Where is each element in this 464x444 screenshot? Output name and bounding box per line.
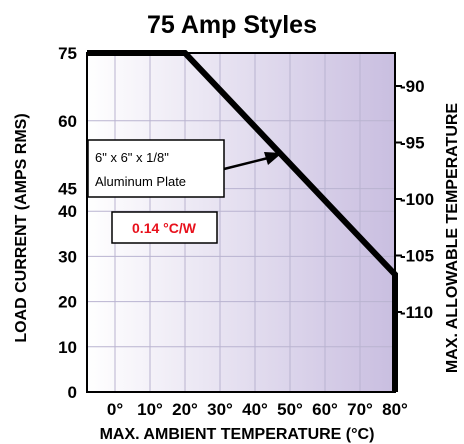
callout-arrow-shaft bbox=[223, 156, 269, 171]
thermal-rating-badge: 0.14 °C/W bbox=[111, 211, 218, 244]
y-axis-label: LOAD CURRENT (AMPS RMS) bbox=[13, 113, 30, 342]
x-tick-label: 30° bbox=[207, 400, 233, 419]
thermal-rating-box bbox=[111, 211, 218, 244]
x-tick-label: 40° bbox=[242, 400, 268, 419]
x-tick-label: 80° bbox=[382, 400, 408, 419]
right-axis-label: MAX. ALLOWABLE TEMPERATURE bbox=[444, 103, 461, 374]
plot-border bbox=[86, 52, 396, 393]
right-axis-tick-label: -110 bbox=[400, 303, 433, 322]
thermal-rating-label: 0.14 °C/W bbox=[132, 220, 197, 236]
plate-callout: 6" x 6" x 1/8" Aluminum Plate bbox=[87, 139, 282, 198]
y-tick-label: 10 bbox=[58, 338, 77, 357]
right-axis-tick-label: -95 bbox=[400, 134, 425, 153]
y-tick-label: 45 bbox=[58, 180, 77, 199]
x-tick-label: 50° bbox=[277, 400, 303, 419]
y-axis-ticks: 0 10 20 30 40 45 60 75 bbox=[58, 44, 77, 402]
right-axis-tick-label: -100 bbox=[400, 190, 434, 209]
plate-label-dimensions: 6" x 6" x 1/8" bbox=[95, 150, 169, 165]
chart-title: 75 Amp Styles bbox=[147, 11, 317, 39]
plate-callout-box bbox=[87, 139, 225, 198]
x-tick-label: 70° bbox=[347, 400, 373, 419]
x-tick-label: 10° bbox=[137, 400, 163, 419]
right-axis-tick-label: -105 bbox=[400, 247, 434, 266]
x-tick-label: 60° bbox=[312, 400, 338, 419]
x-axis-label: MAX. AMBIENT TEMPERATURE (°C) bbox=[100, 426, 375, 443]
y-tick-label: 60 bbox=[58, 112, 77, 131]
plate-label-material: Aluminum Plate bbox=[95, 174, 186, 189]
y-tick-label: 30 bbox=[58, 247, 77, 266]
right-axis-tick-label: -90 bbox=[400, 77, 425, 96]
y-tick-label: 0 bbox=[68, 383, 77, 402]
x-tick-label: 0° bbox=[107, 400, 123, 419]
y-tick-label: 75 bbox=[58, 44, 77, 63]
plot-frame bbox=[86, 52, 396, 393]
derating-curve-line bbox=[87, 50, 398, 392]
y-tick-label: 20 bbox=[58, 293, 77, 312]
right-axis-ticks: -90 -95 -100 -105 -110 bbox=[395, 77, 434, 322]
callout-arrow-head bbox=[264, 152, 282, 165]
y-tick-label: 40 bbox=[58, 202, 77, 221]
x-axis-ticks: 0° 10° 20° 30° 40° 50° 60° 70° 80° bbox=[107, 400, 408, 419]
x-tick-label: 20° bbox=[172, 400, 198, 419]
derating-curve bbox=[87, 50, 398, 392]
